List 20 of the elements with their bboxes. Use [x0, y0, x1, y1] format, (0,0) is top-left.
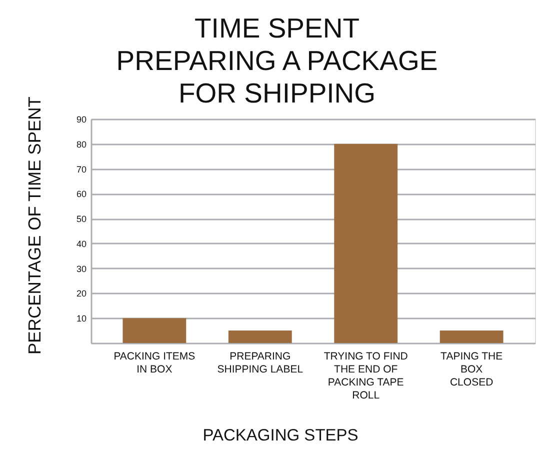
- y-tick-label: 50: [76, 214, 86, 224]
- y-tick-label: 90: [76, 114, 86, 124]
- y-tick-label: 20: [76, 288, 86, 299]
- y-tick-label: 60: [76, 189, 86, 200]
- chart-title: TIME SPENT PREPARING A PACKAGE FOR SHIPPING: [116, 12, 438, 108]
- x-tick-label: PACKING ITEMS IN BOX: [114, 350, 196, 376]
- bar: [440, 330, 504, 343]
- bar: [228, 330, 292, 343]
- x-tick-label: TRYING TO FIND THE END OF PACKING TAPE ROLL: [324, 350, 408, 402]
- y-tick-label: 40: [76, 238, 86, 249]
- y-axis-title: PERCENTAGE OF TIME SPENT: [24, 96, 44, 354]
- bar: [334, 144, 398, 343]
- y-tick-label: 30: [76, 264, 86, 274]
- x-axis-title: PACKAGING STEPS: [202, 426, 358, 444]
- y-tick-label: 80: [76, 139, 86, 150]
- bar: [122, 318, 186, 343]
- x-tick-label: PREPARING SHIPPING LABEL: [217, 350, 304, 376]
- y-tick-label: 10: [76, 314, 86, 324]
- y-tick-label: 70: [76, 164, 86, 174]
- x-tick-label: TAPING THE BOX CLOSED: [440, 350, 503, 388]
